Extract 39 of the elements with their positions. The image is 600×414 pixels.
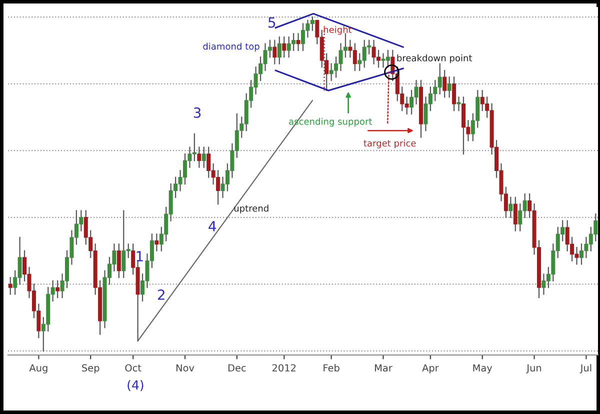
candlestick <box>513 196 518 232</box>
annotation: diamond top <box>203 42 260 52</box>
x-tick-label: Oct <box>125 364 142 372</box>
x-tick-label: Apr <box>422 364 439 374</box>
annotation: target price <box>364 140 416 148</box>
candlestick <box>452 76 456 112</box>
x-tick-label: Jul <box>580 364 592 374</box>
annotation: 3 <box>194 107 201 118</box>
candlestick <box>56 280 60 298</box>
candlestick <box>508 196 513 218</box>
candlestick <box>272 40 277 64</box>
x-tick-label: Aug <box>29 364 48 374</box>
candlestick <box>447 76 452 98</box>
annotation: 5 <box>268 17 276 28</box>
candlestick <box>8 276 12 295</box>
annotation: height <box>324 26 352 35</box>
x-tick-label: May <box>473 364 492 374</box>
x-tick-label: Nov <box>176 364 194 372</box>
candlestick <box>277 36 282 64</box>
candlestick <box>442 70 447 98</box>
candlestick <box>202 146 206 168</box>
candlestick <box>456 96 461 112</box>
text: (4) <box>128 380 144 392</box>
annotation: 1 <box>136 251 143 262</box>
candlestick <box>197 146 202 168</box>
candlestick <box>116 244 121 278</box>
x-tick-label: Mar <box>375 364 392 372</box>
x-tick-label: 2012 <box>272 364 296 372</box>
annotation: uptrend <box>234 204 268 214</box>
candlestick <box>154 234 159 252</box>
x-tick-label: Jun <box>526 364 542 374</box>
annotation: 2 <box>158 289 164 300</box>
candlestick <box>282 36 286 58</box>
x-tick-label: Sep <box>82 364 100 374</box>
annotation: breakdown point <box>397 54 472 64</box>
candlestick <box>296 33 300 51</box>
annotation: 4 <box>208 221 216 232</box>
x-tick-label: Feb <box>324 364 340 372</box>
x-tick-label: Dec <box>228 364 246 372</box>
